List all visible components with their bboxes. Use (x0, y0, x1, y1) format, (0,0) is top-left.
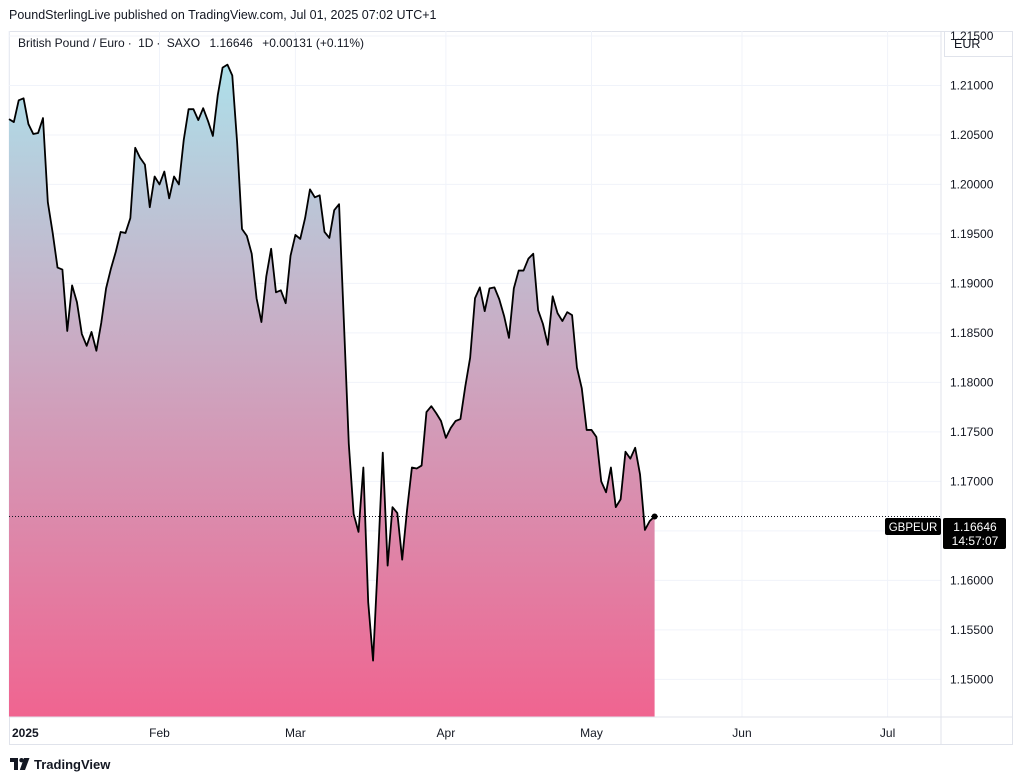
symbol-tag-bg (885, 518, 941, 535)
price-tag-countdown: 14:57:07 (952, 534, 999, 548)
footer-brand: TradingView (34, 757, 111, 772)
price-tag-value: 1.16646 (953, 520, 997, 534)
price-area-fill (9, 64, 655, 717)
time-tick-label: Apr (437, 726, 456, 740)
legend-separator: · (127, 36, 132, 50)
price-tick-label: 1.15000 (950, 672, 994, 686)
legend-separator: · (156, 36, 161, 50)
legend-interval: 1D (138, 36, 154, 50)
legend-exchange: SAXO (166, 36, 201, 50)
time-tick-label: Jun (732, 726, 751, 740)
time-tick-label: Mar (285, 726, 306, 740)
price-line[interactable] (8, 63, 656, 662)
time-tick-label: Jul (880, 726, 895, 740)
currency-label: EUR (954, 37, 981, 51)
price-tick-label: 1.18000 (950, 375, 994, 389)
price-tick-label: 1.15500 (950, 623, 994, 637)
last-price-dot[interactable] (651, 513, 658, 520)
chart-legend[interactable]: British Pound / Euro · 1D · SAXO 1.16646 +… (18, 36, 367, 50)
price-tick-label: 1.19500 (950, 227, 994, 241)
time-axis[interactable]: 2025 Feb Mar Apr May Jun Jul (12, 726, 895, 740)
time-tick-label: May (580, 726, 603, 740)
price-tick-label: 1.21500 (950, 29, 994, 43)
top-header: PoundSterlingLive published on TradingVi… (0, 0, 1023, 30)
currency-selector[interactable]: EUR (944, 31, 1012, 57)
time-tick-label: 2025 (12, 726, 39, 740)
price-tick-label: 1.20000 (950, 177, 994, 191)
legend-instrument: British Pound / Euro (18, 36, 125, 50)
price-tick-label: 1.17500 (950, 425, 994, 439)
tradingview-logo-icon (10, 758, 30, 770)
price-tick-label: 1.19000 (950, 276, 994, 290)
price-tick-label: 1.21000 (950, 78, 994, 92)
price-tick-label: 1.18500 (950, 326, 994, 340)
price-tag: GBPEUR 1.16646 14:57:07 (885, 518, 1006, 549)
price-tick-label: 1.20500 (950, 128, 994, 142)
price-tag-bg (943, 518, 1006, 549)
price-tick-label: 1.17000 (950, 474, 994, 488)
time-tick-label: Feb (149, 726, 170, 740)
price-axis[interactable]: 1.21500 1.21000 1.20500 1.20000 1.19500 1.190… (950, 29, 994, 686)
symbol-tag-label: GBPEUR (889, 522, 938, 534)
publish-line: PoundSterlingLive published on TradingVi… (9, 8, 437, 22)
legend-last-price: 1.16646 (209, 36, 253, 50)
legend-change: +0.00131 (+0.11%) (262, 36, 365, 50)
price-tick-label: 1.16000 (950, 573, 994, 587)
